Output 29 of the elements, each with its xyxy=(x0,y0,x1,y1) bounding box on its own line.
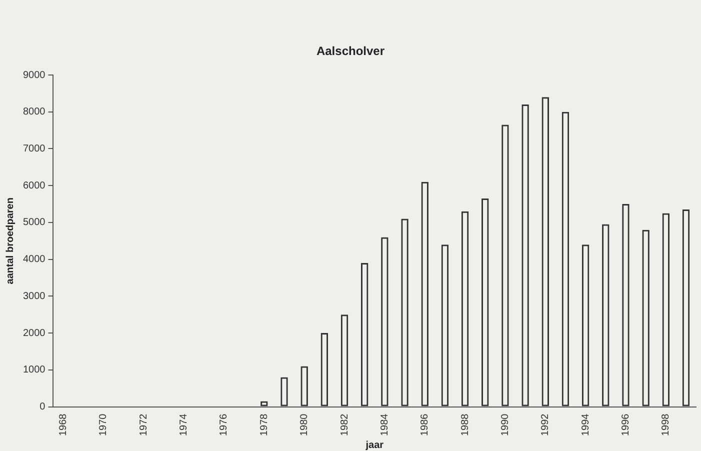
y-tick-label: 1000 xyxy=(22,364,46,376)
y-tick-label: 9000 xyxy=(22,70,46,81)
x-tick-label: 1968 xyxy=(58,413,70,436)
y-tick-label: 7000 xyxy=(22,143,46,154)
x-tick-label: 1990 xyxy=(500,413,511,436)
x-tick-label: 1998 xyxy=(660,413,672,436)
x-tick-label: 1994 xyxy=(580,413,592,436)
y-tick-label: 2000 xyxy=(22,328,46,339)
y-tick-label: 3000 xyxy=(22,290,46,302)
y-tick-label: 6000 xyxy=(22,180,46,192)
x-tick-label: 1976 xyxy=(218,413,230,436)
x-tick-label: 1986 xyxy=(420,413,431,436)
x-tick-label: 1982 xyxy=(339,413,350,436)
x-tick-label: 1972 xyxy=(138,413,150,436)
x-tick-label: 1988 xyxy=(460,413,471,436)
x-tick-label: 1980 xyxy=(299,413,310,436)
x-tick-label: 1970 xyxy=(98,413,110,436)
x-tick-label: 1992 xyxy=(540,413,552,436)
y-tick-label: 5000 xyxy=(22,217,46,228)
x-tick-label: 1984 xyxy=(379,413,390,436)
x-tick-label: 1978 xyxy=(258,413,270,436)
y-axis-title: aantal broedparen xyxy=(4,198,16,284)
y-tick-label: 0 xyxy=(40,402,46,413)
x-tick-label: 1996 xyxy=(620,413,632,436)
y-tick-label: 4000 xyxy=(22,254,46,266)
x-axis-title: jaar xyxy=(364,440,384,451)
x-tick-label: 1974 xyxy=(178,413,190,436)
y-tick-label: 8000 xyxy=(22,106,46,118)
chart-title: Aalscholver xyxy=(315,44,386,58)
